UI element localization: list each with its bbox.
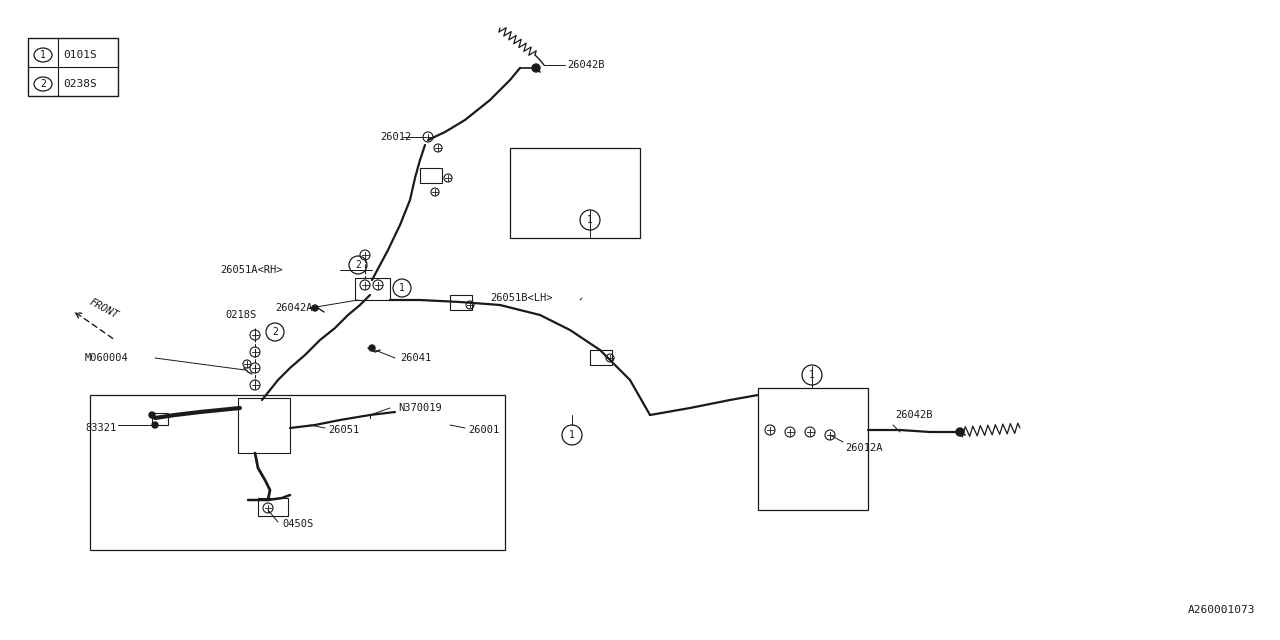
Bar [238, 398, 291, 453]
Bar [28, 38, 118, 96]
Text: 1: 1 [399, 283, 404, 293]
Text: 26012: 26012 [380, 132, 411, 142]
Text: 2: 2 [40, 79, 46, 89]
Text: 26051A<RH>: 26051A<RH> [220, 265, 283, 275]
Bar [420, 168, 442, 183]
Text: 1: 1 [40, 50, 46, 60]
Text: 1: 1 [809, 370, 815, 380]
Text: 1: 1 [588, 215, 593, 225]
Bar [590, 350, 612, 365]
Text: 26041: 26041 [401, 353, 431, 363]
Bar [758, 388, 868, 510]
Text: M060004: M060004 [84, 353, 129, 363]
Text: 0101S: 0101S [63, 50, 97, 60]
Bar [451, 295, 472, 310]
Text: 26051: 26051 [328, 425, 360, 435]
Text: 83321: 83321 [84, 423, 116, 433]
Circle shape [956, 428, 964, 436]
Bar [509, 148, 640, 238]
Text: 26001: 26001 [468, 425, 499, 435]
Bar [259, 498, 288, 516]
Circle shape [148, 412, 155, 418]
Text: 2: 2 [273, 327, 278, 337]
Text: 0238S: 0238S [63, 79, 97, 89]
Text: 2: 2 [355, 260, 361, 270]
Text: 1: 1 [570, 430, 575, 440]
Text: 0218S: 0218S [225, 310, 256, 320]
Text: 0450S: 0450S [282, 519, 314, 529]
Text: 26042B: 26042B [895, 410, 933, 420]
Circle shape [532, 64, 540, 72]
Text: 26012A: 26012A [845, 443, 882, 453]
Circle shape [369, 345, 375, 351]
Text: 26042B: 26042B [567, 60, 604, 70]
Bar [90, 395, 506, 550]
Bar [355, 278, 390, 300]
Bar [152, 413, 168, 425]
Text: 26051B<LH>: 26051B<LH> [490, 293, 553, 303]
Text: A260001073: A260001073 [1188, 605, 1254, 615]
Text: FRONT: FRONT [88, 296, 120, 320]
Text: N370019: N370019 [398, 403, 442, 413]
Circle shape [152, 422, 157, 428]
Text: 26042A: 26042A [275, 303, 312, 313]
Circle shape [312, 305, 317, 311]
